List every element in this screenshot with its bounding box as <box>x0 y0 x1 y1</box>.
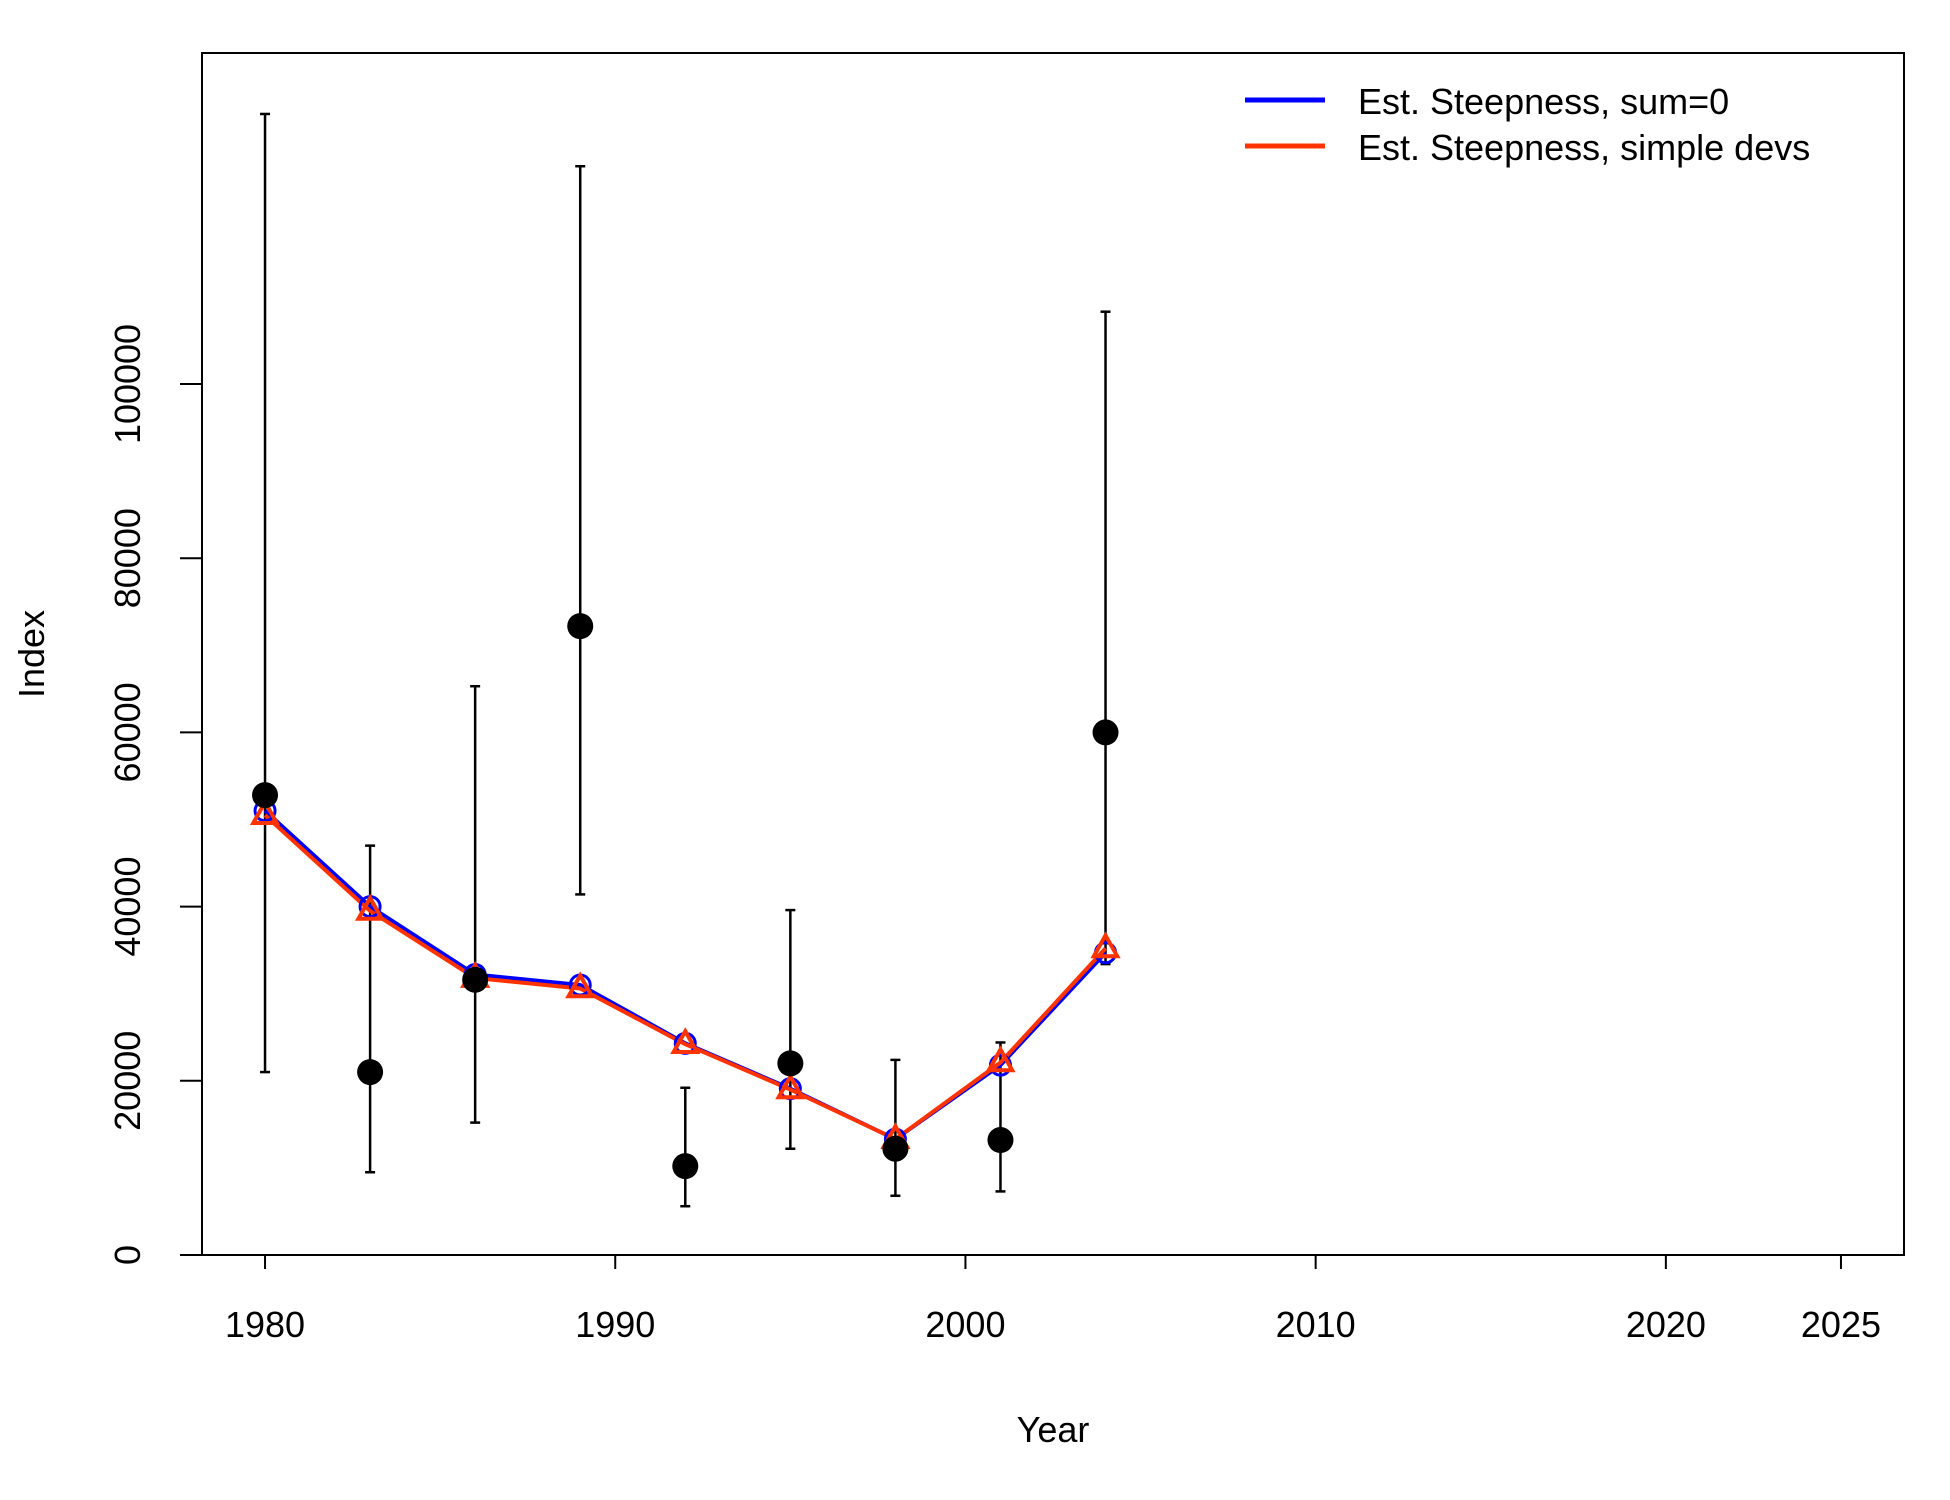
x-tick-label: 1990 <box>575 1304 655 1345</box>
y-axis-title: Index <box>11 610 52 698</box>
series-marker-triangle <box>985 1045 1016 1073</box>
x-tick-label: 1980 <box>225 1304 305 1345</box>
observed-points <box>252 613 1119 1180</box>
observed-point <box>357 1059 384 1086</box>
series-markers <box>249 798 1121 1151</box>
error-bars <box>260 112 1111 1208</box>
y-tick-label: 40000 <box>107 857 148 957</box>
legend: Est. Steepness, sum=0 Est. Steepness, si… <box>1245 81 1810 168</box>
legend-label-simple-devs: Est. Steepness, simple devs <box>1358 127 1810 168</box>
y-axis: 0 20000 40000 60000 80000 100000 <box>107 324 203 1265</box>
y-tick-label: 0 <box>107 1245 148 1265</box>
series-line-1 <box>263 813 1108 1142</box>
series-marker-triangle <box>354 893 386 921</box>
series-marker-triangle <box>670 1027 701 1055</box>
x-axis: 1980 1990 2000 2010 2020 2025 <box>225 1254 1881 1345</box>
observed-point <box>462 966 489 993</box>
series-marker-triangle <box>775 1072 806 1100</box>
plot-frame <box>201 52 1905 1256</box>
series-lines <box>263 809 1108 1142</box>
observed-point <box>672 1153 699 1180</box>
y-tick-label: 100000 <box>107 324 148 444</box>
x-tick-label: 2010 <box>1276 1304 1356 1345</box>
observed-point <box>1092 719 1119 746</box>
observed-point <box>252 782 279 809</box>
y-tick-label: 60000 <box>107 682 148 782</box>
observed-point <box>882 1135 909 1162</box>
legend-label-sum0: Est. Steepness, sum=0 <box>1358 81 1729 122</box>
observed-point <box>567 613 594 640</box>
series-marker-triangle <box>249 798 281 825</box>
x-tick-label: 2025 <box>1801 1304 1881 1345</box>
series-marker-triangle <box>565 971 596 999</box>
series-marker-triangle <box>1090 931 1121 959</box>
x-axis-title: Year <box>1017 1409 1090 1450</box>
x-tick-label: 2000 <box>925 1304 1005 1345</box>
y-tick-label: 80000 <box>107 508 148 608</box>
y-tick-label: 20000 <box>107 1031 148 1131</box>
x-tick-label: 2020 <box>1626 1304 1706 1345</box>
observed-point <box>777 1050 804 1077</box>
observed-point <box>987 1127 1014 1154</box>
